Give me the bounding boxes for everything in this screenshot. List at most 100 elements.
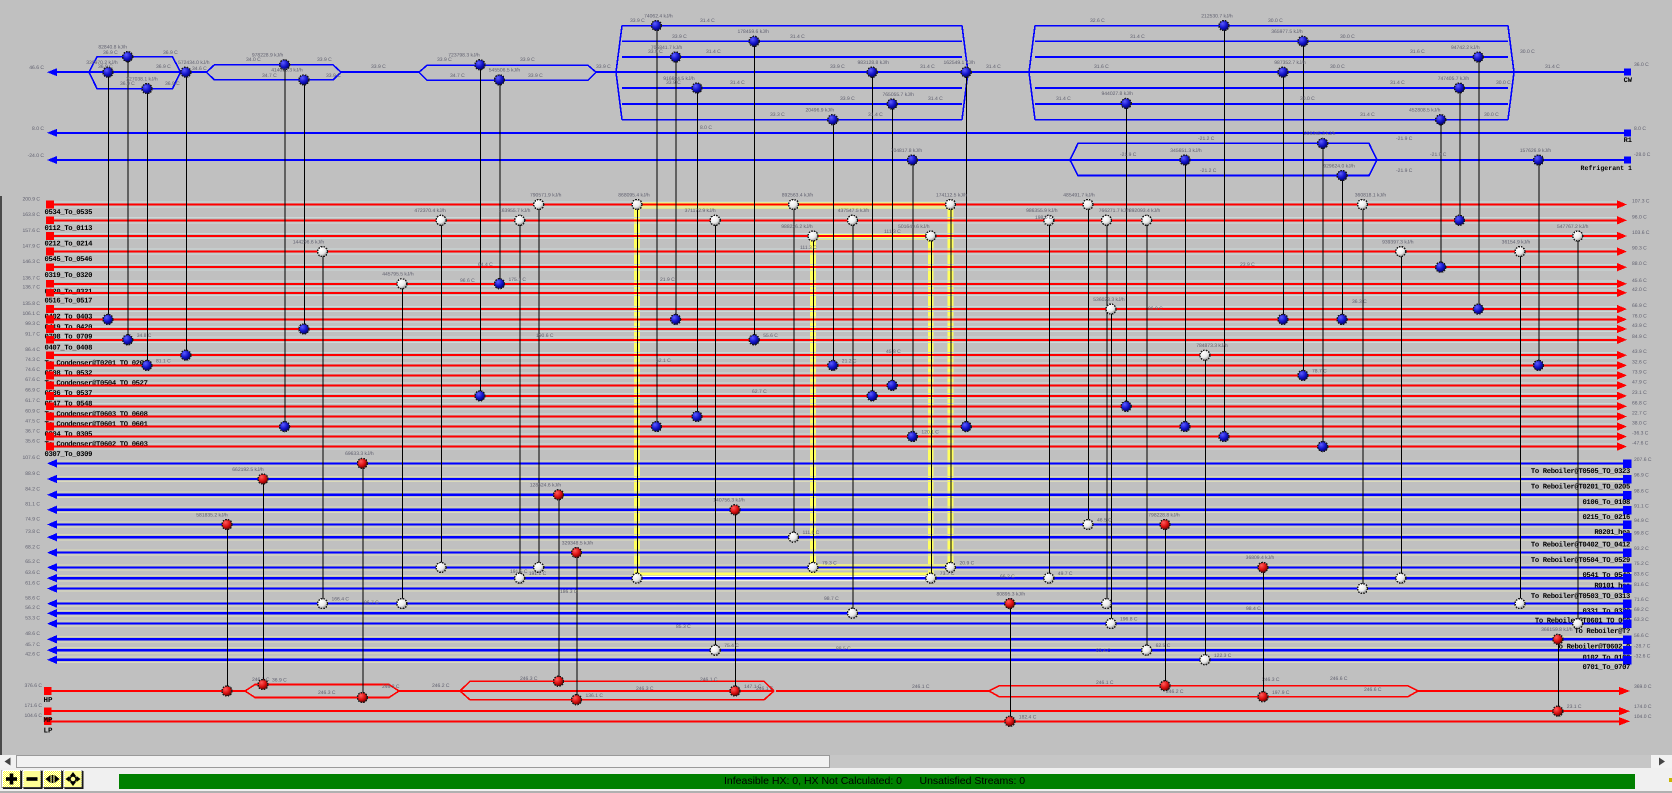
svg-text:0516_To_0517: 0516_To_0517 — [45, 297, 93, 305]
svg-text:329348.5 kJ/h: 329348.5 kJ/h — [562, 540, 594, 546]
svg-text:To_Condenser@T0602_TO_0603: To_Condenser@T0602_TO_0603 — [45, 440, 148, 449]
svg-text:96.9 C: 96.9 C — [1148, 306, 1163, 312]
svg-text:94742.2 kJ/h: 94742.2 kJ/h — [1451, 45, 1480, 51]
svg-text:61.7 C: 61.7 C — [25, 398, 40, 404]
svg-text:48.6 C: 48.6 C — [25, 631, 40, 637]
svg-text:42.6 C: 42.6 C — [25, 652, 40, 658]
svg-text:82840.8 kJ/h: 82840.8 kJ/h — [98, 45, 127, 51]
svg-text:96.6 C: 96.6 C — [460, 278, 475, 284]
svg-text:178459.6 kJ/h: 178459.6 kJ/h — [737, 29, 769, 35]
svg-text:33.9 C: 33.9 C — [326, 73, 341, 79]
svg-text:32.6 C: 32.6 C — [1632, 359, 1647, 365]
svg-text:-21.9 C: -21.9 C — [1120, 152, 1137, 158]
svg-text:36809.4 kJ/h: 36809.4 kJ/h — [1246, 555, 1275, 561]
svg-text:128524.6 kJ/h: 128524.6 kJ/h — [530, 483, 562, 489]
svg-text:705841.7 kJ/h: 705841.7 kJ/h — [651, 45, 683, 51]
svg-text:186.3 C: 186.3 C — [560, 589, 578, 595]
svg-text:892093.4 kJ/h: 892093.4 kJ/h — [1129, 208, 1161, 214]
svg-text:o Reboiler@T0602_0: o Reboiler@T0602_0 — [1559, 643, 1630, 652]
svg-text:-21.2 C: -21.2 C — [1200, 168, 1217, 174]
svg-text:73.7 C: 73.7 C — [940, 571, 955, 577]
svg-text:-21.9 C: -21.9 C — [1430, 152, 1447, 158]
svg-text:207.6 C: 207.6 C — [1634, 457, 1652, 463]
svg-text:CW: CW — [1624, 77, 1633, 85]
svg-text:-36.3 C: -36.3 C — [1632, 431, 1649, 437]
svg-text:8.0 C: 8.0 C — [32, 126, 44, 132]
svg-text:33.9 C: 33.9 C — [596, 64, 611, 70]
svg-text:33.3 C: 33.3 C — [770, 112, 785, 118]
svg-text:766271.7 kJ/h: 766271.7 kJ/h — [1099, 208, 1131, 214]
svg-text:36.9 C: 36.9 C — [120, 81, 135, 87]
svg-text:0212_To_0214: 0212_To_0214 — [45, 241, 94, 249]
svg-text:31.4 C: 31.4 C — [790, 34, 805, 40]
svg-text:0102_To_0103: 0102_To_0103 — [1582, 655, 1630, 663]
svg-text:33.9 C: 33.9 C — [317, 57, 332, 63]
svg-text:R0101_hea: R0101_hea — [1594, 582, 1631, 591]
svg-text:246.3 C: 246.3 C — [318, 690, 336, 696]
svg-text:33.9 C: 33.9 C — [630, 18, 645, 24]
svg-text:246.3 C: 246.3 C — [1262, 677, 1280, 683]
svg-text:36.9 C: 36.9 C — [98, 64, 113, 70]
svg-text:0215_To_0216: 0215_To_0216 — [1582, 514, 1630, 522]
svg-text:31.4 C: 31.4 C — [1390, 80, 1405, 86]
svg-text:36154.9 kJ/h: 36154.9 kJ/h — [1502, 239, 1531, 245]
svg-text:31.4 C: 31.4 C — [730, 80, 745, 86]
svg-text:34.7 C: 34.7 C — [450, 73, 465, 79]
svg-text:892563.4 kJ/h: 892563.4 kJ/h — [782, 192, 814, 198]
svg-text:65.2 C: 65.2 C — [25, 559, 40, 565]
svg-text:32.6 C: 32.6 C — [1090, 18, 1105, 24]
svg-text:485491.7 kJ/h: 485491.7 kJ/h — [1063, 192, 1095, 198]
svg-text:84.9 C: 84.9 C — [1632, 334, 1647, 340]
svg-text:53.3 C: 53.3 C — [25, 615, 40, 621]
svg-text:33.9 C: 33.9 C — [437, 57, 452, 63]
svg-text:R1: R1 — [1624, 137, 1632, 145]
svg-text:798228.8 kJ/h: 798228.8 kJ/h — [1148, 512, 1180, 518]
svg-text:0536_To_0537: 0536_To_0537 — [45, 390, 93, 398]
svg-text:98.4 C: 98.4 C — [1246, 606, 1261, 612]
svg-text:99.3 C: 99.3 C — [25, 321, 40, 327]
svg-text:31.4 C: 31.4 C — [920, 64, 935, 70]
svg-text:62.1 C: 62.1 C — [656, 358, 671, 364]
svg-text:163.8 C: 163.8 C — [22, 212, 40, 218]
svg-text:79.3 C: 79.3 C — [822, 560, 837, 566]
svg-text:49.7 C: 49.7 C — [1058, 571, 1073, 577]
svg-text:536023.3 kJ/h: 536023.3 kJ/h — [1093, 297, 1125, 303]
svg-text:30.0 C: 30.0 C — [1340, 34, 1355, 40]
svg-text:246.3 C: 246.3 C — [520, 676, 538, 682]
svg-text:31.4 C: 31.4 C — [986, 64, 1001, 70]
svg-text:63.3 C: 63.3 C — [1634, 617, 1649, 623]
svg-text:47.5 C: 47.5 C — [25, 418, 40, 424]
svg-text:371172.9 kJ/h: 371172.9 kJ/h — [685, 208, 716, 214]
svg-text:547767.2 kJ/h: 547767.2 kJ/h — [1557, 224, 1589, 230]
svg-text:31.6 C: 31.6 C — [1094, 64, 1109, 70]
svg-text:30.0 C: 30.0 C — [1484, 112, 1499, 118]
svg-text:30.0 C: 30.0 C — [1520, 49, 1535, 55]
svg-text:76.0 C: 76.0 C — [1632, 313, 1647, 319]
svg-text:99.8 C: 99.8 C — [1634, 531, 1649, 537]
svg-text:98.7 C: 98.7 C — [824, 596, 839, 602]
svg-text:-21.9 C: -21.9 C — [1396, 136, 1413, 142]
svg-text:36.9 C: 36.9 C — [272, 678, 287, 684]
svg-text:35.6 C: 35.6 C — [25, 438, 40, 444]
svg-text:43.9 C: 43.9 C — [1632, 323, 1647, 329]
svg-text:To Reboiler@T0504_TO_0529: To Reboiler@T0504_TO_0529 — [1531, 556, 1630, 565]
svg-text:To_Condenser@T0201_TO_020: To_Condenser@T0201_TO_020 — [45, 359, 144, 368]
svg-text:339970.2 kJ/h: 339970.2 kJ/h — [86, 60, 118, 66]
svg-text:21.9 C: 21.9 C — [660, 277, 675, 283]
svg-text:36.9 C: 36.9 C — [156, 64, 171, 70]
svg-text:868095.4 kJ/h: 868095.4 kJ/h — [618, 192, 650, 198]
svg-text:-24.0 C: -24.0 C — [28, 153, 45, 159]
svg-text:R0201_hea: R0201_hea — [1594, 528, 1631, 537]
svg-text:104.0 C: 104.0 C — [1634, 714, 1652, 720]
svg-text:75.2 C: 75.2 C — [1634, 561, 1649, 567]
svg-text:69.2 C: 69.2 C — [1634, 607, 1649, 613]
svg-text:986355.9 kJ/h: 986355.9 kJ/h — [1026, 208, 1058, 214]
svg-text:31.4 C: 31.4 C — [1056, 96, 1071, 102]
svg-text:33.9 C: 33.9 C — [666, 80, 681, 86]
svg-text:94.9 C: 94.9 C — [1634, 518, 1649, 524]
svg-text:723798.3 kJ/h: 723798.3 kJ/h — [448, 53, 480, 59]
svg-text:43.9 C: 43.9 C — [1632, 349, 1647, 355]
svg-text:157626.9 kJ/h: 157626.9 kJ/h — [1520, 148, 1552, 154]
svg-text:55.6 C: 55.6 C — [763, 333, 778, 339]
svg-text:34.8 C: 34.8 C — [137, 333, 152, 339]
